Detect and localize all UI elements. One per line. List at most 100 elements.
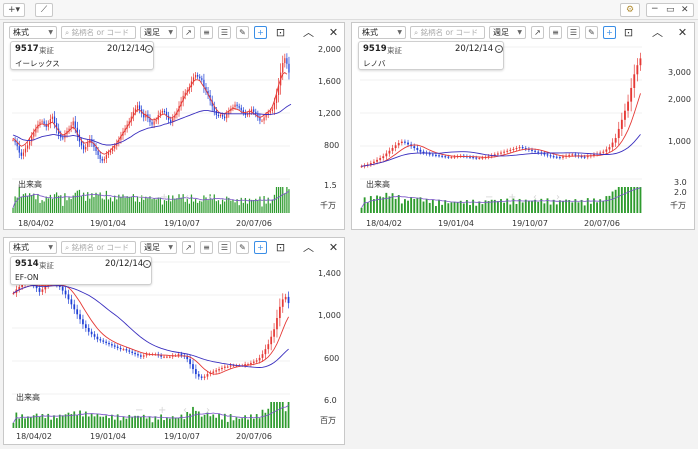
info-toggle-icon[interactable]: ⌄ [495,45,503,53]
window-controls-button[interactable]: − ▭ ✕ [646,3,694,17]
volume-bar [478,201,481,213]
search-input[interactable]: ⌕ 銘柄名 or コード [61,241,136,254]
camera-icon[interactable]: ⊡ [623,26,634,39]
candle [281,299,284,307]
price-chart[interactable] [6,256,296,444]
candle [125,349,128,351]
minimize-icon[interactable]: − [651,4,659,14]
trendline-icon[interactable]: ↗ [182,26,195,39]
scroll-left-icon[interactable]: ‹ [185,192,189,203]
pen-icon[interactable]: ✎ [236,241,249,254]
candle [143,113,145,118]
trendline-icon[interactable]: ↗ [531,26,544,39]
volume-bar [275,187,278,213]
volume-bar [134,415,136,428]
zoom-out-icon[interactable]: − [135,405,144,416]
y-tick: 600 [324,354,340,363]
pen-icon[interactable]: ✎ [236,26,249,39]
volume-bar [87,416,90,428]
fib-lines-icon[interactable]: ☰ [567,26,580,39]
zoom-in-icon[interactable]: + [158,405,167,416]
crosshair-icon[interactable]: + [254,26,267,39]
volume-bar [552,199,555,213]
volume-bar [496,201,499,213]
volume-bar [20,196,22,213]
volume-bar [543,203,546,213]
candle [47,123,49,127]
period-select[interactable]: 週足 ▼ [140,26,177,39]
maximize-icon[interactable]: ▭ [666,5,675,15]
scroll-left-icon[interactable]: ‹ [183,405,187,416]
scroll-right-icon[interactable]: › [208,192,212,203]
candle [218,369,220,371]
chart-type-button[interactable]: ⟋ [35,3,53,17]
info-toggle-icon[interactable]: ⌄ [143,260,151,268]
candle [131,351,134,353]
zoom-in-icon[interactable]: + [508,192,517,203]
scroll-left-icon[interactable]: ‹ [533,192,537,203]
zoom-out-icon[interactable]: − [137,192,146,203]
search-input[interactable]: ⌕ 銘柄名 or コード [61,26,136,39]
camera-icon[interactable]: ⊡ [275,26,286,39]
volume-bar [161,204,164,213]
volume-bar [180,414,183,428]
close-icon[interactable]: ✕ [328,241,339,254]
fib-lines-icon[interactable]: ☰ [218,26,231,39]
volume-bar [122,416,125,428]
x-tick: 20/07/06 [236,219,272,228]
close-icon[interactable]: ✕ [681,5,689,15]
candle [537,151,540,153]
pen-icon[interactable]: ✎ [585,26,598,39]
x-tick: 20/07/06 [236,432,272,441]
volume-bar [16,197,18,213]
period-select[interactable]: 週足 ▼ [140,241,177,254]
add-chart-button[interactable]: +▾ [3,3,25,17]
candle [73,304,76,310]
horizontal-lines-icon[interactable]: ≡ [549,26,562,39]
volume-bar [441,204,444,213]
price-chart[interactable] [354,41,648,229]
camera-icon[interactable]: ⊡ [275,241,286,254]
volume-bar [74,192,76,213]
volume-bar [212,414,215,428]
horizontal-lines-icon[interactable]: ≡ [200,26,213,39]
market-select[interactable]: 株式 ▼ [9,26,57,39]
price-chart[interactable] [6,41,296,229]
volume-bar [62,205,64,213]
volume-bar [602,200,605,213]
crosshair-icon[interactable]: + [603,26,616,39]
fib-lines-icon[interactable]: ☰ [218,241,231,254]
info-toggle-icon[interactable]: ⌄ [145,45,153,53]
volume-bar [41,200,43,213]
market-select[interactable]: 株式 ▼ [9,241,57,254]
collapse-icon[interactable]: ︿ [303,241,314,254]
candle [219,115,222,116]
candle [431,154,434,156]
collapse-icon[interactable]: ︿ [303,26,314,39]
horizontal-lines-icon[interactable]: ≡ [200,241,213,254]
x-tick: 19/01/04 [90,432,126,441]
crosshair-icon[interactable]: + [254,241,267,254]
volume-bar [58,414,61,428]
candle [182,95,184,102]
volume-bar [139,417,142,428]
gear-icon[interactable]: ⚙ [620,3,640,17]
stock-code: 9517 [15,44,39,54]
period-select[interactable]: 週足 ▼ [489,26,526,39]
candle [61,286,64,291]
scroll-right-icon[interactable]: › [206,405,210,416]
volume-bar [241,418,244,428]
close-icon[interactable]: ✕ [328,26,339,39]
collapse-icon[interactable]: ︿ [652,26,663,39]
volume-bar [168,418,171,428]
market-select[interactable]: 株式 ▼ [358,26,406,39]
candle [105,155,108,159]
zoom-out-icon[interactable]: − [485,192,494,203]
scroll-right-icon[interactable]: › [556,192,560,203]
volume-bar [509,204,512,213]
candle [265,115,267,118]
trendline-icon[interactable]: ↗ [182,241,195,254]
search-input[interactable]: ⌕ 銘柄名 or コード [410,26,485,39]
close-icon[interactable]: ✕ [677,26,688,39]
zoom-in-icon[interactable]: + [160,192,169,203]
